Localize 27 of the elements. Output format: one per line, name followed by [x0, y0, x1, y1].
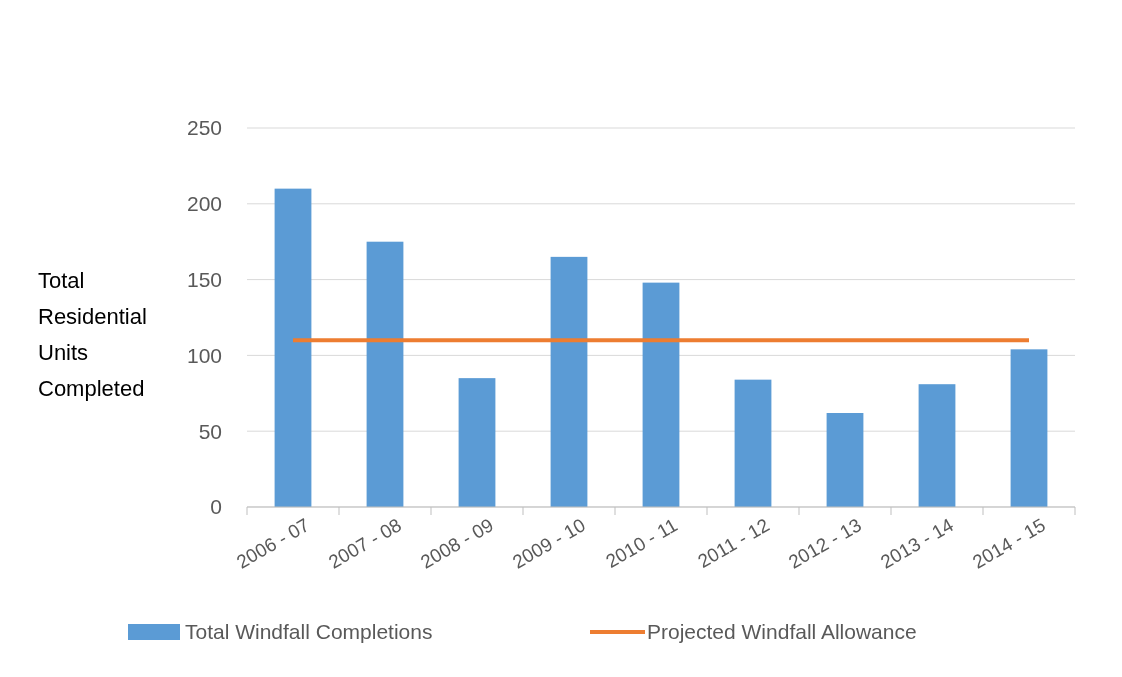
x-tick-label: 2014 - 15: [968, 514, 1049, 573]
x-tick-label: 2012 - 13: [784, 514, 865, 573]
y-tick-label: 150: [186, 267, 222, 291]
x-tick-label: 2010 - 11: [602, 514, 681, 572]
legend-label: Total Windfall Completions: [185, 620, 433, 644]
bar: [274, 188, 312, 507]
y-tick-label: 0: [210, 495, 222, 519]
x-tick-label: 2008 - 09: [416, 514, 497, 573]
x-tick-label: 2009 - 10: [508, 514, 589, 573]
x-tick-label: 2007 - 08: [324, 514, 405, 573]
bar: [642, 282, 680, 507]
bar: [550, 256, 588, 507]
y-tick-label: 200: [186, 192, 222, 216]
y-axis-title: Total Residential Units Completed: [38, 268, 147, 401]
x-tick-label: 2013 - 14: [876, 514, 958, 573]
bar: [826, 413, 864, 507]
bar: [1010, 349, 1048, 507]
y-tick-label: 100: [186, 343, 222, 367]
x-tick-label: 2006 - 07: [232, 514, 313, 573]
bar: [918, 384, 956, 507]
x-tick-label: 2011 - 12: [694, 514, 773, 572]
bar: [734, 379, 772, 507]
legend-label: Projected Windfall Allowance: [647, 620, 917, 644]
y-tick-label: 50: [198, 419, 222, 443]
y-tick-label: 250: [186, 116, 222, 140]
bar: [366, 241, 404, 507]
bar: [458, 378, 496, 507]
